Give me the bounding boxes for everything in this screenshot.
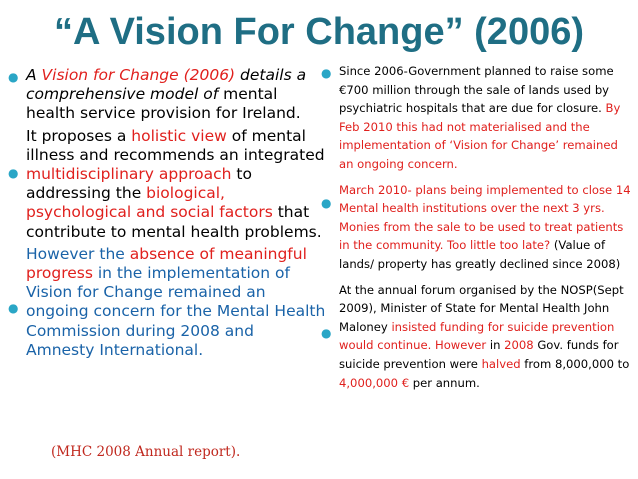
left-column: A Vision for Change (2006) details a com…: [26, 66, 326, 360]
right-column: Since 2006-Government planned to raise s…: [339, 62, 631, 392]
slide-title: “A Vision For Change” (2006): [54, 11, 584, 53]
left-bullet-1: A Vision for Change (2006) details a com…: [26, 66, 307, 123]
left-bullet-3: However the absence of meaningful progre…: [26, 244, 326, 359]
bullet-icon: ●: [8, 70, 19, 84]
reference-citation: (MHC 2008 Annual report).: [51, 444, 241, 460]
bullet-icon: ●: [8, 301, 19, 315]
bullet-icon: ●: [321, 66, 332, 80]
left-bullet-2: It proposes a holistic view of mental il…: [26, 126, 325, 241]
right-bullet-2: March 2010- plans being implemented to c…: [339, 182, 631, 271]
right-bullet-3: At the annual forum organised by the NOS…: [339, 282, 630, 390]
right-bullet-1: Since 2006-Government planned to raise s…: [339, 64, 621, 171]
bullet-icon: ●: [321, 326, 332, 340]
bullet-icon: ●: [321, 196, 332, 210]
bullet-icon: ●: [8, 166, 19, 180]
